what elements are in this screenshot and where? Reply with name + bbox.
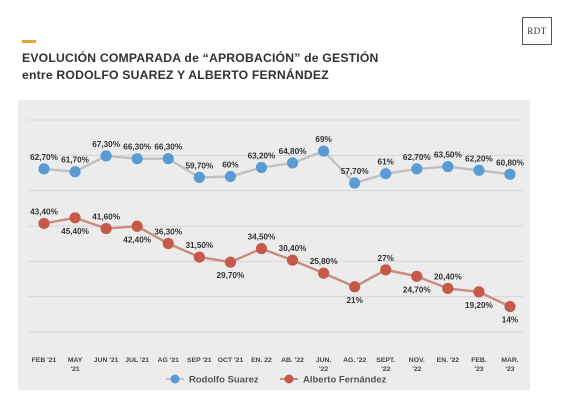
data-label: 20,40% [434,272,462,281]
data-label: 60% [222,161,239,170]
data-label: 43,40% [30,207,58,216]
data-point [224,170,236,183]
data-label: 31,50% [185,241,213,250]
data-point [131,220,143,232]
data-point [349,177,361,189]
data-point [69,212,81,224]
data-point [162,237,174,250]
x-tick-label: MAR. [501,357,518,364]
x-tick-label: '21 [70,366,79,373]
data-point [286,254,299,266]
data-label: 25,80% [310,257,338,266]
x-tick-label: OCT '21 [218,357,244,364]
x-tick-label: AB. '22 [281,357,304,364]
data-point [380,264,392,276]
data-label: 57,70% [341,167,369,176]
x-tick-label: AG '21 [158,357,179,364]
data-label: 30,40% [279,244,307,253]
data-point [100,222,112,235]
data-label: 19,20% [465,301,493,310]
data-point [255,161,268,174]
data-label: 59,70% [185,161,213,170]
data-point [255,243,268,255]
accent-bar [22,40,36,43]
data-point [100,150,112,162]
title-line-2: entre RODOLFO SUAREZ Y ALBERTO FERNÁNDEZ [22,68,329,82]
x-tick-label: JUL '21 [125,357,149,364]
x-tick-label: SEPT. [376,357,395,364]
x-tick-label: '22 [381,366,390,373]
data-label: 63,50% [434,151,462,160]
legend-entry: Rodolfo Suarez [189,375,259,386]
data-point [380,168,392,180]
data-point [38,217,50,230]
x-tick-label: SEP '21 [187,357,212,364]
data-label: 60,80% [496,158,524,167]
data-point [349,281,361,293]
x-tick-label: '23 [474,366,483,373]
x-tick-label: NOV. [409,357,425,364]
data-label: 66,30% [123,143,151,152]
data-label: 67,30% [92,140,120,149]
series-line [43,216,511,308]
x-tick-label: EN. 22 [251,357,272,364]
data-point [69,166,81,178]
data-label: 62,70% [403,153,431,162]
data-label: 69% [315,135,332,144]
data-point [318,145,330,157]
data-label: 64,80% [279,147,307,156]
data-label: 45,40% [61,227,89,236]
data-label: 62,20% [465,154,493,163]
data-point [193,251,205,263]
line-chart: 62,70% 61,70%67,30% 66,30% 66,30%59,70% 60%6… [28,119,525,386]
chart-title: EVOLUCIÓN COMPARADA de “APROBACIÓN” de G… [22,50,482,84]
data-label: 29,70% [217,271,245,280]
data-point [131,153,143,165]
title-line-1: EVOLUCIÓN COMPARADA de “APROBACIÓN” de G… [22,51,379,65]
data-point [411,163,423,175]
data-label: 62,70% [30,153,58,162]
data-point [442,161,454,173]
data-point [318,267,330,279]
data-label: 34,50% [248,233,276,242]
x-tick-label: FEB. [471,357,487,364]
x-tick-label: JUN '21 [94,357,119,364]
data-label: 61,70% [61,156,89,165]
x-tick-label: '23 [505,366,514,373]
data-point [38,163,50,175]
data-point [162,153,174,165]
data-point [224,256,236,268]
data-label: 21% [346,296,363,305]
data-point [473,164,485,176]
data-point [504,300,516,313]
x-tick-label: EN. '22 [437,357,460,364]
x-tick-label: '22 [412,366,421,373]
data-label: 42,40% [123,235,151,244]
data-label: 14% [502,316,519,325]
data-point [411,270,423,282]
data-label: 24,70% [403,285,431,294]
data-label: 27% [378,254,395,263]
x-tick-label: FEB '21 [32,357,57,364]
brand-logo: RDT [522,17,552,45]
series-line [43,149,511,185]
data-point [473,286,485,298]
data-label: 63,20% [248,151,276,160]
x-tick-label: JUN. [316,357,332,364]
data-label: 66,30% [154,143,182,152]
legend-marker [170,374,180,384]
x-tick-label: '22 [319,366,328,373]
data-point [442,282,454,295]
data-point [286,157,299,169]
chart-panel: 62,70% 61,70% 67,30% 66,30% 66,30% 59,70% 60% 6… [18,100,530,390]
legend-entry: Alberto Fernández [303,375,387,386]
x-tick-label: MAY [68,357,83,364]
data-label: 36,30% [154,228,182,237]
data-label: 61% [378,158,395,167]
data-label: 41,60% [92,213,120,222]
data-point [504,168,516,180]
legend-marker [284,374,294,384]
x-tick-label: AG. '22 [343,357,366,364]
data-point [193,171,205,183]
